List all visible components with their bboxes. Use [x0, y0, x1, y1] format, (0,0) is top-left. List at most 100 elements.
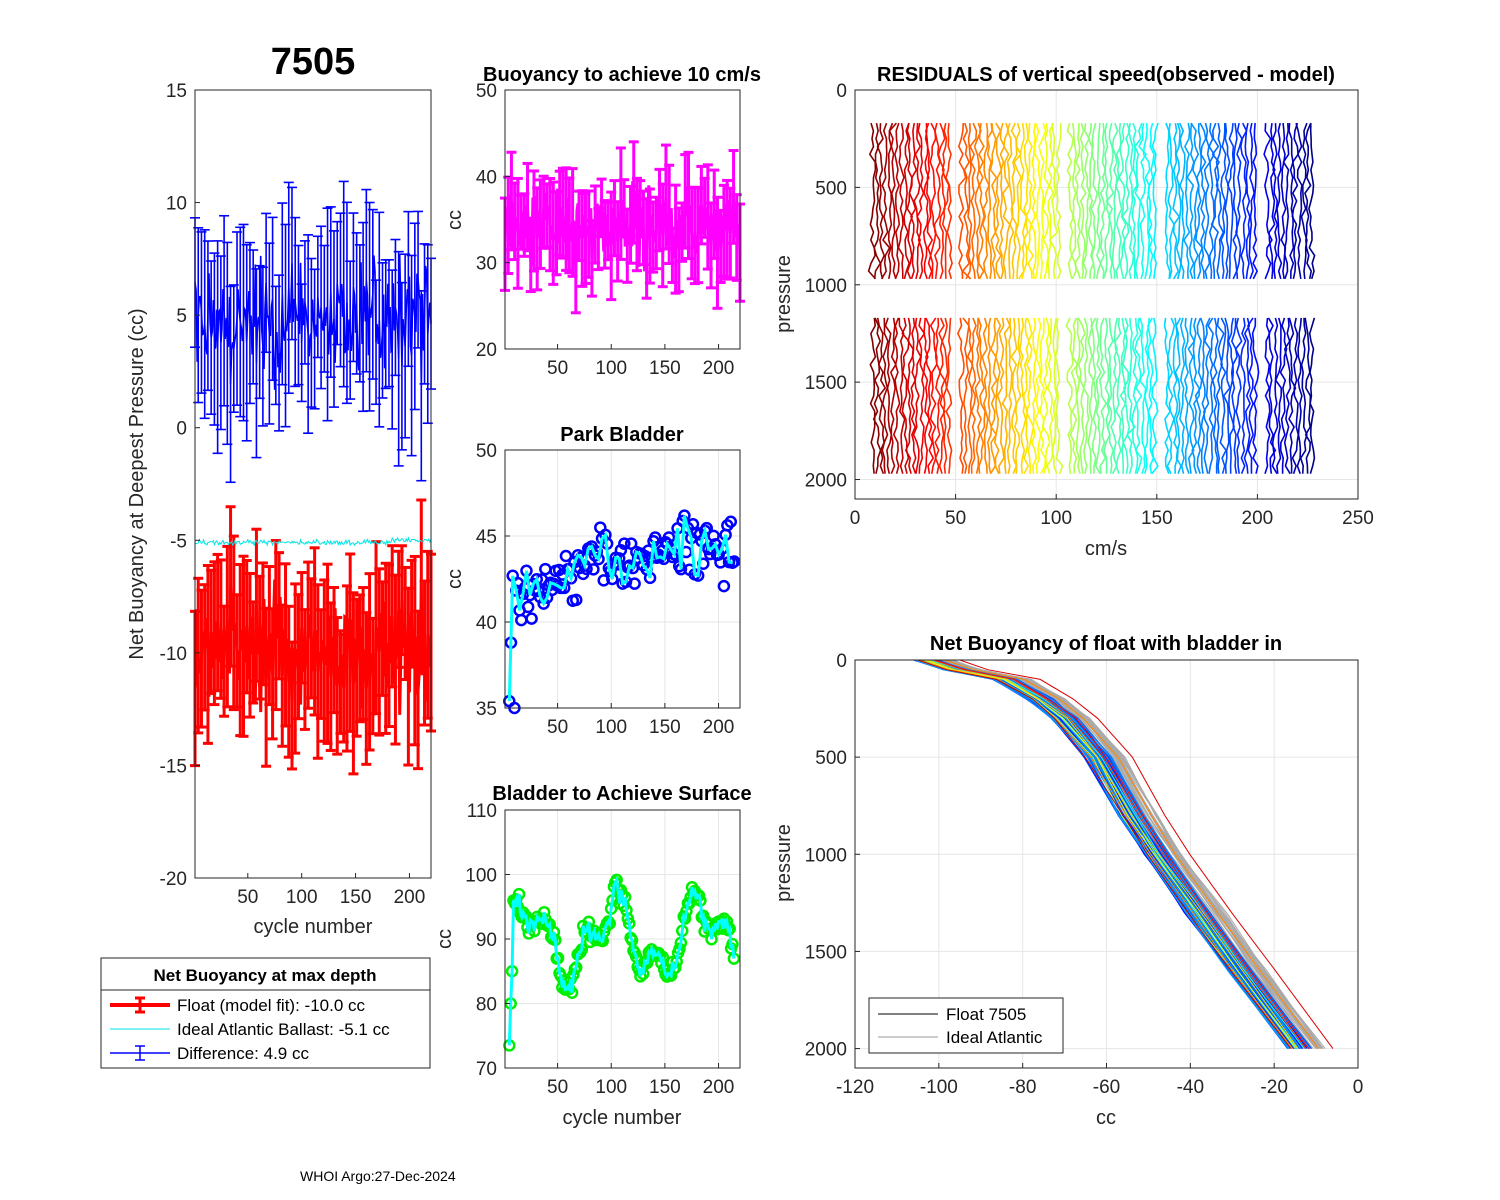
residual-line — [1021, 122, 1029, 280]
residual-line — [1102, 122, 1111, 280]
y-axis-label: pressure — [773, 824, 795, 902]
residual-line — [986, 317, 993, 474]
residual-line — [1055, 123, 1062, 280]
x-tick-label: 100 — [595, 717, 627, 738]
plot-area — [195, 90, 431, 878]
residual-profiles — [867, 122, 1316, 475]
residual-line — [1013, 122, 1023, 279]
residual-line — [1247, 317, 1254, 474]
plot-frame — [194, 89, 432, 879]
park-marker — [717, 579, 731, 593]
x-axis-label: cc — [1096, 1107, 1116, 1129]
park-marker — [628, 577, 641, 590]
residual-line — [1095, 123, 1102, 280]
residual-line — [1010, 317, 1018, 475]
residual-line — [1094, 317, 1102, 475]
plot-frame — [504, 89, 741, 350]
y-tick-label: 10 — [166, 194, 187, 215]
panel-title: Net Buoyancy of float with bladder in — [930, 633, 1282, 655]
panel-title: Bladder to Achieve Surface — [492, 783, 751, 805]
residual-line — [1248, 122, 1256, 280]
x-tick-label: -100 — [920, 1077, 958, 1098]
y-tick-label: 1500 — [805, 942, 847, 963]
park-marker — [662, 531, 676, 544]
residual-line — [1299, 317, 1308, 474]
float-profile-line — [944, 659, 1319, 1049]
y-tick-label: 50 — [476, 81, 497, 102]
residual-line — [884, 317, 893, 474]
y-tick-label: 0 — [176, 419, 187, 440]
residual-line — [966, 317, 974, 474]
residual-line — [1166, 317, 1176, 475]
residual-line — [941, 122, 950, 279]
residual-line — [1114, 317, 1122, 474]
residual-line — [1122, 317, 1131, 474]
y-tick-label: 5 — [176, 306, 187, 327]
residual-line — [1226, 123, 1235, 279]
residual-line — [1282, 123, 1290, 280]
residual-line — [1002, 122, 1011, 279]
residual-line — [903, 122, 911, 280]
residual-line — [897, 122, 905, 279]
residual-line — [1087, 317, 1095, 474]
bladder-surface-series — [503, 873, 741, 1052]
x-axis-label: cycle number — [563, 1107, 682, 1129]
y-axis-label: Net Buoyancy at Deepest Pressure (cc) — [126, 308, 148, 659]
x-tick-label: 200 — [703, 358, 735, 379]
float-model-fit-series — [190, 498, 436, 776]
residual-line — [1006, 317, 1013, 474]
legend-entry-label: Ideal Atlantic — [946, 1028, 1043, 1047]
residual-line — [894, 122, 901, 280]
residual-line — [1251, 317, 1260, 474]
residual-line — [1070, 122, 1078, 280]
y-tick-label: 70 — [476, 1059, 497, 1080]
residual-line — [1090, 317, 1098, 474]
residual-line — [1203, 122, 1211, 280]
park-marker — [724, 515, 738, 528]
residual-line — [973, 122, 982, 280]
y-tick-label: 2000 — [805, 471, 847, 492]
float-profile-line — [934, 659, 1310, 1049]
residual-line — [1143, 317, 1150, 474]
park-marker — [614, 543, 628, 557]
residual-line — [1018, 122, 1028, 280]
x-tick-label: 150 — [1141, 508, 1173, 529]
residual-line — [1239, 122, 1248, 280]
residual-line — [1079, 122, 1087, 280]
residual-line — [898, 317, 906, 474]
surface-line — [507, 875, 736, 1046]
y-tick-label: 500 — [815, 178, 847, 199]
legend-entry-label: Float 7505 — [946, 1005, 1026, 1024]
x-tick-label: 50 — [547, 1077, 568, 1098]
residual-line — [906, 122, 914, 280]
difference-series — [190, 180, 436, 484]
residual-line — [1121, 122, 1131, 280]
residual-line — [1304, 317, 1312, 474]
residual-line — [1264, 317, 1271, 474]
y-tick-label: 45 — [476, 527, 497, 548]
float-profile-line — [915, 659, 1289, 1049]
park-marker — [521, 600, 535, 614]
x-tick-label: 50 — [547, 717, 568, 738]
y-tick-label: 1500 — [805, 373, 847, 394]
park-bladder-series — [503, 509, 741, 715]
residual-line — [993, 317, 1002, 475]
residual-line — [1033, 122, 1042, 280]
x-tick-label: 200 — [394, 887, 426, 908]
park-marker — [707, 529, 720, 543]
float-profiles — [913, 659, 1334, 1049]
x-tick-label: 200 — [1242, 508, 1274, 529]
residual-line — [1175, 122, 1182, 280]
residual-line — [1038, 317, 1047, 475]
x-tick-label: -120 — [836, 1077, 874, 1098]
residual-line — [1041, 317, 1051, 474]
residual-line — [1082, 123, 1091, 280]
residual-line — [941, 317, 949, 474]
residual-line — [904, 317, 914, 474]
residual-line — [876, 317, 887, 474]
y-axis-label: cc — [444, 210, 466, 230]
x-tick-label: 100 — [595, 1077, 627, 1098]
residual-line — [1271, 317, 1279, 475]
y-tick-label: 110 — [467, 801, 497, 822]
x-tick-label: -20 — [1260, 1077, 1287, 1098]
